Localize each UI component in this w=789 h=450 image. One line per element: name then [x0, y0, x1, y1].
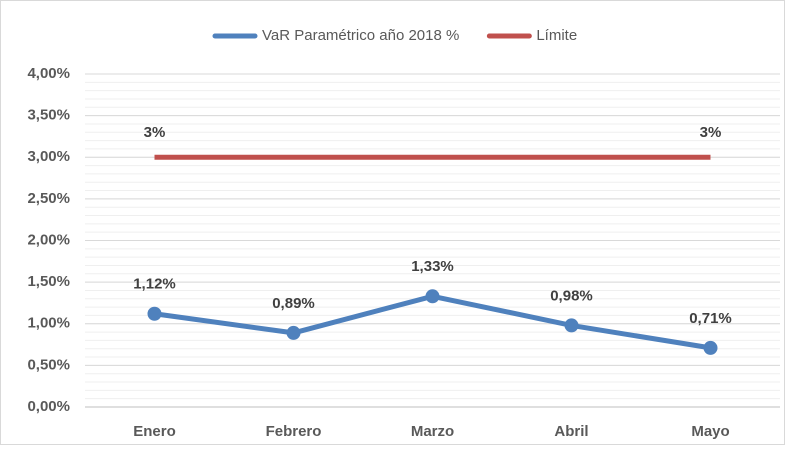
x-tick-label: Febrero [266, 423, 322, 440]
data-label: 3% [144, 124, 166, 141]
point [425, 289, 440, 304]
point [564, 318, 579, 333]
data-label: 1,33% [411, 258, 454, 275]
legend-label: VaR Paramétrico año 2018 % [262, 27, 459, 44]
point [703, 340, 718, 355]
x-tick-label: Mayo [691, 423, 729, 440]
y-tick-label: 3,50% [27, 107, 70, 124]
point [147, 306, 162, 321]
x-tick-label: Enero [133, 423, 176, 440]
point [286, 325, 301, 340]
y-tick-label: 1,50% [27, 273, 70, 290]
data-label: 1,12% [133, 276, 176, 293]
x-tick-label: Marzo [411, 423, 454, 440]
y-tick-label: 1,00% [27, 315, 70, 332]
y-tick-label: 4,00% [27, 65, 70, 82]
y-tick-label: 2,50% [27, 190, 70, 207]
data-label: 3% [700, 124, 722, 141]
x-tick-label: Abril [554, 423, 588, 440]
y-tick-label: 0,00% [27, 398, 70, 415]
data-label: 0,71% [689, 310, 732, 327]
data-label: 0,98% [550, 287, 593, 304]
data-label: 0,89% [272, 295, 315, 312]
y-tick-label: 2,00% [27, 231, 70, 248]
legend-label: Límite [536, 27, 577, 44]
y-tick-label: 3,00% [27, 148, 70, 165]
y-tick-label: 0,50% [27, 356, 70, 373]
